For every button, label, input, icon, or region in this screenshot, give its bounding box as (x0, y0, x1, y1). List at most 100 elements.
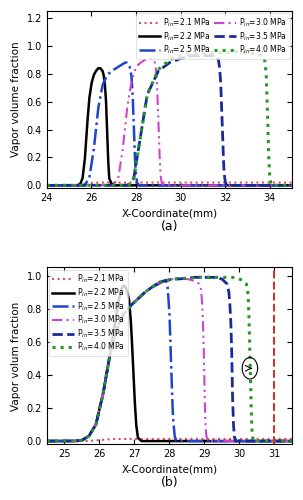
P$_{in}$=2.2 MPa (122, 282, 126, 288)
Legend: P$_{in}$=2.1 MPa, P$_{in}$=2.2 MPa, P$_{in}$=2.5 MPa, P$_{in}$=3.0 MPa, P$_{in}$: P$_{in}$=2.1 MPa, P$_{in}$=2.2 MPa, P$_{… (136, 14, 290, 60)
P$_{in}$=2.5 MPa (158, 182, 161, 188)
P$_{in}$=3.0 MPa (283, 438, 287, 444)
P$_{in}$=2.1 MPa (158, 180, 161, 186)
P$_{in}$=4.0 MPa (290, 438, 294, 444)
P$_{in}$=3.5 MPa (164, 62, 168, 68)
P$_{in}$=4.0 MPa (164, 278, 168, 283)
P$_{in}$=3.5 MPa (190, 52, 194, 59)
P$_{in}$=3.5 MPa (283, 438, 287, 444)
P$_{in}$=2.2 MPa (283, 438, 287, 444)
P$_{in}$=2.5 MPa (162, 278, 166, 283)
P$_{in}$=4.0 MPa (238, 49, 242, 55)
P$_{in}$=2.2 MPa (283, 438, 287, 444)
P$_{in}$=2.5 MPa (164, 182, 168, 188)
P$_{in}$=3.0 MPa (158, 154, 161, 160)
P$_{in}$=2.1 MPa (283, 436, 287, 442)
P$_{in}$=2.5 MPa (238, 438, 242, 444)
Line: P$_{in}$=2.2 MPa: P$_{in}$=2.2 MPa (47, 68, 292, 186)
P$_{in}$=2.2 MPa (96, 66, 100, 71)
P$_{in}$=2.2 MPa (283, 182, 287, 188)
P$_{in}$=2.5 MPa (290, 438, 294, 444)
P$_{in}$=3.0 MPa (283, 182, 287, 188)
P$_{in}$=2.5 MPa (158, 280, 161, 286)
P$_{in}$=2.5 MPa (283, 438, 287, 444)
Line: P$_{in}$=2.1 MPa: P$_{in}$=2.1 MPa (47, 439, 292, 441)
P$_{in}$=3.5 MPa (283, 182, 287, 188)
P$_{in}$=3.0 MPa (148, 56, 151, 62)
P$_{in}$=2.1 MPa (115, 436, 119, 442)
P$_{in}$=2.2 MPa (158, 182, 161, 188)
P$_{in}$=3.5 MPa (283, 438, 287, 444)
P$_{in}$=3.0 MPa (171, 276, 175, 282)
P$_{in}$=3.5 MPa (164, 278, 168, 283)
P$_{in}$=2.2 MPa (283, 182, 287, 188)
P$_{in}$=3.5 MPa (58, 438, 61, 444)
P$_{in}$=2.5 MPa (58, 438, 61, 444)
Line: P$_{in}$=4.0 MPa: P$_{in}$=4.0 MPa (47, 52, 292, 186)
P$_{in}$=2.5 MPa (58, 182, 61, 188)
Line: P$_{in}$=4.0 MPa: P$_{in}$=4.0 MPa (47, 278, 292, 441)
Line: P$_{in}$=3.5 MPa: P$_{in}$=3.5 MPa (47, 278, 292, 441)
Line: P$_{in}$=3.0 MPa: P$_{in}$=3.0 MPa (47, 58, 292, 186)
Line: P$_{in}$=3.0 MPa: P$_{in}$=3.0 MPa (47, 279, 292, 441)
P$_{in}$=3.5 MPa (158, 279, 161, 285)
Line: P$_{in}$=2.1 MPa: P$_{in}$=2.1 MPa (47, 182, 292, 186)
P$_{in}$=2.5 MPa (45, 438, 49, 444)
P$_{in}$=3.0 MPa (238, 438, 242, 444)
P$_{in}$=2.2 MPa (238, 182, 242, 188)
P$_{in}$=2.1 MPa (45, 438, 49, 444)
P$_{in}$=2.1 MPa (58, 438, 61, 444)
P$_{in}$=2.2 MPa (164, 182, 168, 188)
P$_{in}$=4.0 MPa (283, 438, 287, 444)
P$_{in}$=2.5 MPa (283, 438, 287, 444)
P$_{in}$=2.5 MPa (164, 278, 168, 284)
P$_{in}$=2.1 MPa (283, 180, 287, 186)
P$_{in}$=3.5 MPa (45, 438, 49, 444)
P$_{in}$=4.0 MPa (58, 438, 61, 444)
P$_{in}$=4.0 MPa (158, 279, 161, 285)
P$_{in}$=4.0 MPa (192, 274, 196, 280)
P$_{in}$=4.0 MPa (45, 182, 49, 188)
Y-axis label: Vapor volum fraction: Vapor volum fraction (11, 301, 21, 410)
P$_{in}$=2.2 MPa (58, 438, 61, 444)
P$_{in}$=3.0 MPa (283, 182, 287, 188)
P$_{in}$=2.2 MPa (45, 182, 49, 188)
P$_{in}$=2.1 MPa (283, 180, 287, 186)
P$_{in}$=3.0 MPa (45, 182, 49, 188)
P$_{in}$=4.0 MPa (158, 66, 161, 71)
P$_{in}$=2.5 MPa (123, 60, 127, 66)
P$_{in}$=2.1 MPa (238, 180, 242, 186)
P$_{in}$=4.0 MPa (283, 182, 287, 188)
Text: (b): (b) (161, 476, 178, 490)
Line: P$_{in}$=2.5 MPa: P$_{in}$=2.5 MPa (47, 280, 292, 441)
P$_{in}$=3.5 MPa (158, 67, 161, 73)
P$_{in}$=2.5 MPa (290, 182, 294, 188)
P$_{in}$=4.0 MPa (45, 438, 49, 444)
P$_{in}$=3.0 MPa (164, 278, 168, 283)
P$_{in}$=2.1 MPa (164, 436, 168, 442)
P$_{in}$=4.0 MPa (235, 48, 238, 54)
P$_{in}$=3.5 MPa (283, 182, 287, 188)
P$_{in}$=3.0 MPa (58, 182, 61, 188)
P$_{in}$=2.5 MPa (283, 182, 287, 188)
P$_{in}$=2.1 MPa (164, 180, 168, 186)
X-axis label: X-Coordinate(mm): X-Coordinate(mm) (121, 208, 218, 218)
P$_{in}$=4.0 MPa (58, 182, 61, 188)
P$_{in}$=2.2 MPa (290, 438, 294, 444)
P$_{in}$=2.1 MPa (283, 436, 287, 442)
P$_{in}$=4.0 MPa (283, 438, 287, 444)
P$_{in}$=4.0 MPa (238, 276, 242, 282)
P$_{in}$=2.5 MPa (283, 182, 287, 188)
P$_{in}$=4.0 MPa (290, 182, 294, 188)
P$_{in}$=3.5 MPa (290, 182, 294, 188)
P$_{in}$=3.0 MPa (238, 182, 242, 188)
P$_{in}$=3.0 MPa (283, 438, 287, 444)
Text: (a): (a) (161, 220, 178, 233)
Legend: P$_{in}$=2.1 MPa, P$_{in}$=2.2 MPa, P$_{in}$=2.5 MPa, P$_{in}$=3.0 MPa, P$_{in}$: P$_{in}$=2.1 MPa, P$_{in}$=2.2 MPa, P$_{… (49, 270, 128, 356)
P$_{in}$=3.5 MPa (45, 182, 49, 188)
P$_{in}$=3.0 MPa (290, 182, 294, 188)
P$_{in}$=4.0 MPa (283, 182, 287, 188)
P$_{in}$=2.1 MPa (238, 436, 242, 442)
P$_{in}$=2.5 MPa (238, 182, 242, 188)
P$_{in}$=2.1 MPa (58, 182, 61, 188)
